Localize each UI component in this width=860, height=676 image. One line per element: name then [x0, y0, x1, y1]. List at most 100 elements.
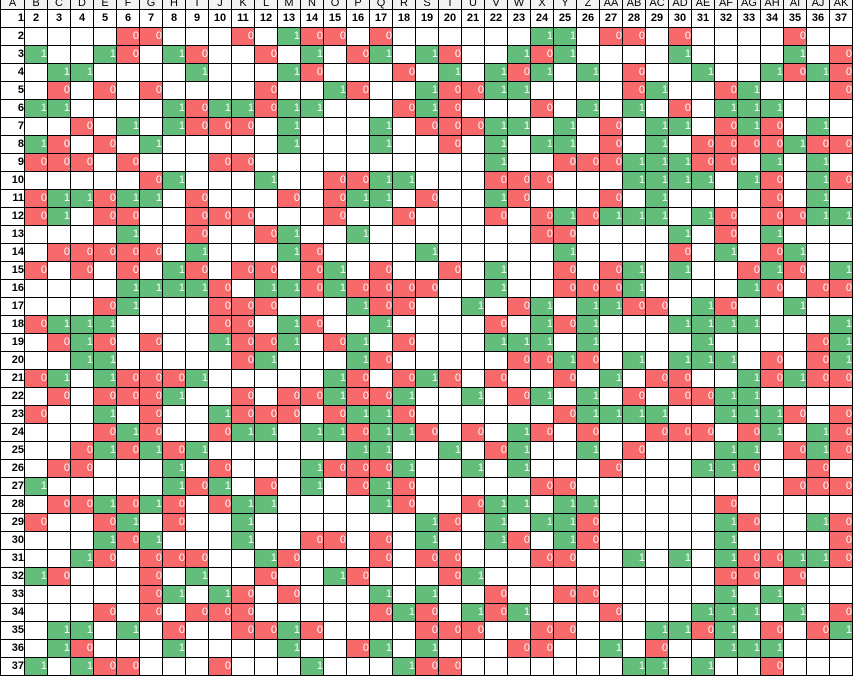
column-header[interactable]: D	[70, 0, 94, 10]
grid-cell[interactable]: 1	[622, 261, 646, 280]
grid-cell[interactable]	[783, 189, 807, 208]
grid-cell[interactable]	[461, 279, 485, 298]
grid-cell[interactable]	[415, 225, 439, 244]
grid-cell[interactable]: 1	[829, 351, 853, 370]
grid-cell[interactable]	[415, 207, 439, 226]
grid-cell[interactable]: 1	[185, 279, 209, 298]
grid-cell[interactable]	[116, 639, 140, 658]
grid-cell[interactable]	[47, 657, 71, 676]
grid-cell[interactable]: 0	[277, 549, 301, 568]
grid-cell[interactable]: 1	[162, 279, 186, 298]
grid-cell[interactable]	[208, 225, 232, 244]
grid-cell[interactable]: 1	[70, 621, 94, 640]
grid-cell[interactable]	[507, 405, 531, 424]
column-header[interactable]: O	[323, 0, 347, 10]
grid-cell[interactable]	[622, 459, 646, 478]
column-label[interactable]: 28	[622, 9, 646, 28]
grid-cell[interactable]	[783, 333, 807, 352]
grid-cell[interactable]	[783, 621, 807, 640]
grid-cell[interactable]: 1	[691, 657, 715, 676]
grid-cell[interactable]	[24, 621, 48, 640]
grid-cell[interactable]	[829, 459, 853, 478]
grid-cell[interactable]	[484, 27, 508, 46]
grid-cell[interactable]: 1	[829, 333, 853, 352]
grid-cell[interactable]	[300, 495, 324, 514]
grid-cell[interactable]: 0	[576, 351, 600, 370]
grid-cell[interactable]: 0	[369, 549, 393, 568]
grid-cell[interactable]: 1	[783, 297, 807, 316]
grid-cell[interactable]: 0	[185, 603, 209, 622]
grid-cell[interactable]: 0	[139, 423, 163, 442]
grid-cell[interactable]: 0	[691, 387, 715, 406]
grid-cell[interactable]	[369, 657, 393, 676]
grid-cell[interactable]: 1	[116, 117, 140, 136]
grid-cell[interactable]: 0	[760, 189, 784, 208]
grid-cell[interactable]	[415, 351, 439, 370]
grid-cell[interactable]	[139, 261, 163, 280]
grid-cell[interactable]: 0	[231, 603, 255, 622]
column-label[interactable]: 29	[645, 9, 669, 28]
grid-cell[interactable]	[714, 171, 738, 190]
grid-cell[interactable]: 1	[760, 585, 784, 604]
grid-cell[interactable]: 1	[300, 423, 324, 442]
grid-cell[interactable]	[530, 369, 554, 388]
grid-cell[interactable]	[208, 261, 232, 280]
grid-cell[interactable]	[737, 495, 761, 514]
row-number[interactable]: 10	[0, 171, 25, 190]
grid-cell[interactable]: 0	[47, 81, 71, 100]
grid-cell[interactable]	[438, 315, 462, 334]
row-number[interactable]: 5	[0, 81, 25, 100]
grid-cell[interactable]	[162, 297, 186, 316]
grid-cell[interactable]: 1	[24, 99, 48, 118]
grid-cell[interactable]: 0	[70, 153, 94, 172]
grid-cell[interactable]	[24, 441, 48, 460]
grid-cell[interactable]: 1	[691, 297, 715, 316]
grid-cell[interactable]: 0	[507, 171, 531, 190]
grid-cell[interactable]: 1	[24, 657, 48, 676]
grid-cell[interactable]	[599, 63, 623, 82]
grid-cell[interactable]	[392, 27, 416, 46]
grid-cell[interactable]: 1	[806, 117, 830, 136]
grid-cell[interactable]	[691, 225, 715, 244]
grid-cell[interactable]	[231, 477, 255, 496]
grid-cell[interactable]: 0	[392, 333, 416, 352]
grid-cell[interactable]: 0	[714, 117, 738, 136]
grid-cell[interactable]: 1	[645, 405, 669, 424]
grid-cell[interactable]: 1	[530, 333, 554, 352]
grid-cell[interactable]: 0	[438, 657, 462, 676]
grid-cell[interactable]	[760, 513, 784, 532]
grid-cell[interactable]	[438, 423, 462, 442]
grid-cell[interactable]: 0	[392, 63, 416, 82]
grid-cell[interactable]	[415, 261, 439, 280]
grid-cell[interactable]: 1	[530, 27, 554, 46]
grid-cell[interactable]: 1	[760, 639, 784, 658]
grid-cell[interactable]	[93, 171, 117, 190]
grid-cell[interactable]: 0	[484, 171, 508, 190]
row-number[interactable]: 27	[0, 477, 25, 496]
grid-cell[interactable]: 0	[645, 639, 669, 658]
grid-cell[interactable]	[231, 549, 255, 568]
grid-cell[interactable]: 0	[116, 207, 140, 226]
grid-cell[interactable]	[438, 639, 462, 658]
grid-cell[interactable]: 0	[829, 171, 853, 190]
grid-cell[interactable]: 0	[185, 189, 209, 208]
grid-cell[interactable]	[70, 369, 94, 388]
row-number[interactable]: 21	[0, 369, 25, 388]
grid-cell[interactable]: 1	[645, 117, 669, 136]
grid-cell[interactable]: 0	[760, 351, 784, 370]
grid-cell[interactable]	[415, 63, 439, 82]
grid-cell[interactable]	[93, 63, 117, 82]
row-number[interactable]: 33	[0, 585, 25, 604]
row-number[interactable]: 29	[0, 513, 25, 532]
grid-cell[interactable]	[392, 135, 416, 154]
grid-cell[interactable]	[300, 585, 324, 604]
grid-cell[interactable]: 1	[737, 99, 761, 118]
grid-cell[interactable]: 1	[668, 225, 692, 244]
grid-cell[interactable]	[185, 639, 209, 658]
grid-cell[interactable]	[622, 225, 646, 244]
grid-cell[interactable]	[24, 549, 48, 568]
grid-cell[interactable]: 1	[185, 369, 209, 388]
grid-cell[interactable]: 1	[530, 297, 554, 316]
grid-cell[interactable]	[231, 171, 255, 190]
grid-cell[interactable]	[300, 405, 324, 424]
